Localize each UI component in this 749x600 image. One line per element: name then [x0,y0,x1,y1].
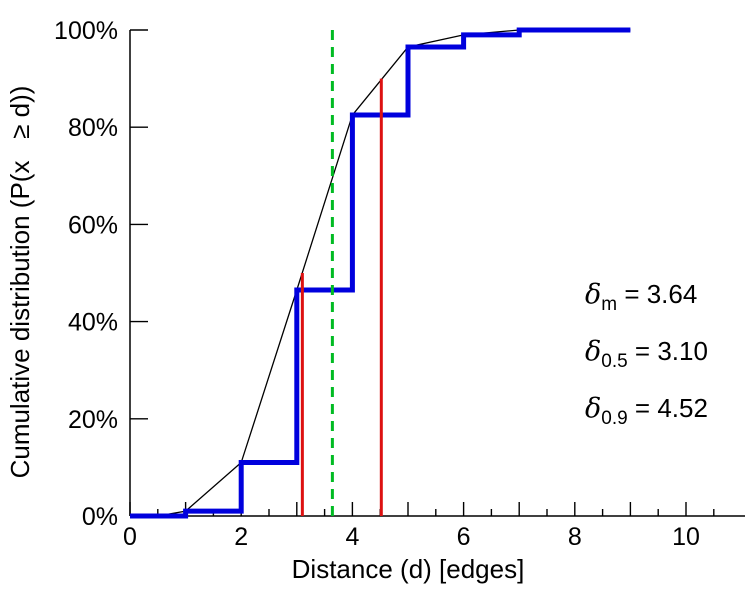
delta-symbol: δ [585,279,602,310]
x-tick-label: 2 [234,523,248,551]
y-tick-label: 40% [68,309,118,337]
y-axis-label: Cumulative distribution (P(x ≥ d)) [5,85,35,479]
stats-annotations: δm = 3.64 δ0.5 = 3.10 δ0.9 = 4.52 [585,279,708,450]
delta-subscript: 0.5 [601,351,628,372]
y-tick-label: 60% [68,211,118,239]
x-tick-label: 4 [345,523,359,551]
y-tick-label: 100% [54,17,118,45]
delta-value: = 4.52 [627,393,708,423]
delta-value: = 3.64 [617,279,698,309]
delta-subscript: m [601,294,618,315]
delta-subscript: 0.9 [601,408,628,429]
delta-value: = 3.10 [627,336,708,366]
x-tick-label: 0 [123,523,137,551]
cdf-step-line [130,27,631,519]
annotation-delta-p90: δ0.9 = 4.52 [585,393,708,450]
annotation-delta-median: δ0.5 = 3.10 [585,336,708,393]
annotation-delta-mean: δm = 3.64 [585,279,708,336]
x-tick-label: 6 [457,523,471,551]
delta-symbol: δ [585,336,602,367]
y-tick-label: 20% [68,406,118,434]
interpolated-line [157,29,631,517]
delta-symbol: δ [585,393,602,424]
x-axis-label: Distance (d) [edges] [291,554,525,584]
x-tick-label: 8 [568,523,582,551]
x-tick-label: 10 [672,523,700,551]
y-tick-label: 0% [82,503,118,531]
y-tick-label: 80% [68,114,118,142]
